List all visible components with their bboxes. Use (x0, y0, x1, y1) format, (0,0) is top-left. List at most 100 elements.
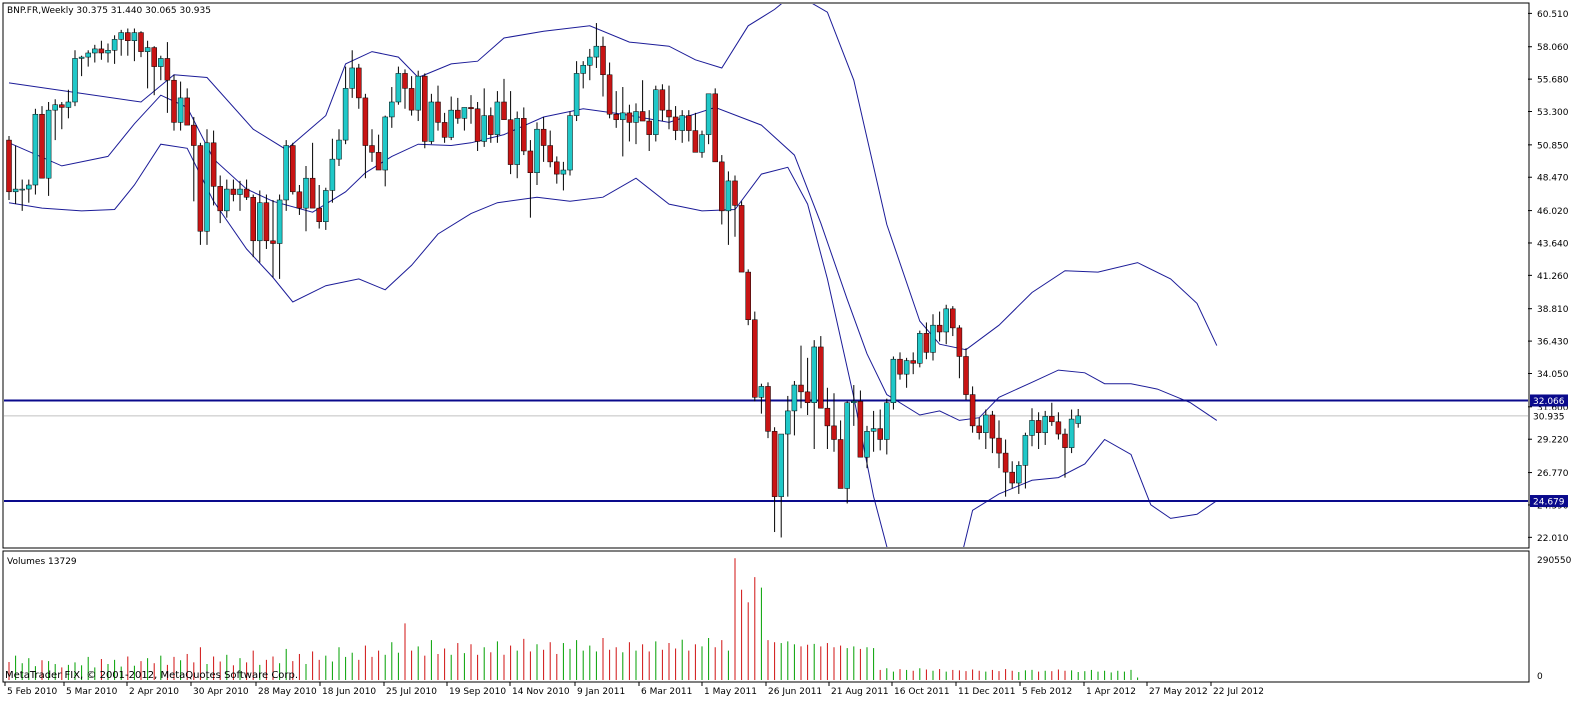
candle (705, 93, 712, 145)
candle-body-bull (204, 142, 210, 232)
price-tick-label: 43.640 (1537, 239, 1569, 249)
candle-body-bull (620, 112, 626, 120)
candle-body-bear (831, 425, 837, 440)
candle (197, 142, 204, 245)
candle-body-bull (336, 139, 342, 160)
candle (257, 190, 263, 263)
candle-body-bear (554, 161, 560, 175)
candle (969, 386, 976, 433)
candle-body-bull (283, 145, 289, 201)
candle (745, 269, 751, 326)
time-tick-label: 18 Jun 2010 (322, 687, 376, 697)
candle-body-bull (342, 88, 349, 141)
candle-body-bear (626, 112, 633, 123)
price-tick-label: 55.680 (1537, 76, 1569, 86)
candle-body-bull (329, 158, 336, 191)
candle-body-bear (1055, 421, 1062, 435)
candle (811, 340, 817, 450)
candle (1042, 410, 1048, 445)
candle (296, 185, 303, 215)
price-tick-label: 50.850 (1537, 141, 1569, 151)
candle (917, 330, 923, 368)
candle-body-bull (32, 113, 39, 186)
candle (171, 74, 177, 131)
candle-body-bear (230, 188, 237, 195)
candle-body-bull (785, 410, 791, 435)
candle-body-bull (1029, 420, 1035, 436)
candle-body-bull (560, 169, 567, 175)
candle (666, 85, 672, 130)
candle-body-bear (1049, 416, 1055, 423)
volume-axis: 290550 0 (1537, 556, 1572, 682)
candle-body-bull (448, 109, 454, 138)
candle (699, 130, 705, 158)
price-tick-label: 46.020 (1537, 207, 1569, 217)
candle-body-bull (323, 190, 329, 222)
candle-body-bear (666, 109, 672, 118)
candle-body-bull (593, 45, 600, 58)
candle (950, 306, 956, 337)
candle (864, 425, 870, 469)
candle-body-bear (659, 89, 666, 111)
time-tick-label: 22 Jul 2012 (1213, 687, 1264, 697)
candle-body-bull (389, 101, 395, 118)
candle-body-bull (930, 324, 936, 353)
candle-body-bear (936, 324, 943, 333)
candle-body-bear (646, 120, 652, 135)
candle (342, 66, 349, 145)
candle (712, 88, 718, 163)
candle (672, 106, 679, 141)
candle-body-bear (488, 115, 494, 135)
candle (468, 95, 474, 124)
price-tick-label: 34.050 (1537, 370, 1569, 380)
candle-body-bear (441, 122, 448, 138)
time-tick-label: 14 Nov 2010 (512, 687, 570, 697)
candle (26, 179, 32, 203)
candle-body-bear (521, 118, 527, 152)
candle (963, 348, 969, 401)
candle (686, 110, 692, 142)
candle (732, 175, 738, 237)
candle (1068, 409, 1075, 454)
candle (422, 73, 428, 149)
candle (144, 40, 151, 89)
candle (930, 314, 936, 361)
candle-body-bear (547, 145, 553, 163)
candle-body-bear (897, 358, 903, 375)
candle (1022, 432, 1029, 489)
candle-body-bull (725, 180, 732, 212)
candle (158, 55, 164, 81)
candle (435, 85, 441, 131)
candle (389, 87, 395, 128)
candle (646, 110, 652, 151)
candle (395, 66, 402, 105)
candle-body-bull (481, 115, 487, 142)
candle-body-bear (39, 113, 45, 179)
candle-body-bull (1068, 418, 1075, 448)
candle (752, 311, 758, 402)
candle-body-bull (111, 39, 118, 51)
hline-tag-1-label: 24.679 (1533, 498, 1565, 508)
candle-body-bull (78, 56, 85, 59)
candle (336, 129, 342, 166)
candle-body-bear (263, 202, 270, 242)
candle-body-bull (864, 431, 870, 458)
candle (837, 420, 844, 489)
candle-body-bear (738, 205, 745, 273)
candle-body-bull (494, 101, 501, 135)
candle (659, 84, 666, 122)
candle-body-bull (276, 199, 283, 244)
candle (580, 61, 586, 89)
candle-body-bear (752, 319, 758, 398)
candle (567, 111, 573, 176)
candle (323, 187, 329, 230)
candle (910, 352, 916, 375)
candle (903, 357, 910, 388)
time-tick-label: 21 Aug 2011 (831, 687, 889, 697)
candle-body-bull (811, 346, 817, 403)
candle-body-bear (976, 425, 982, 433)
candle (626, 104, 633, 142)
price-tick-label: 31.600 (1537, 403, 1569, 413)
candle (606, 62, 613, 119)
